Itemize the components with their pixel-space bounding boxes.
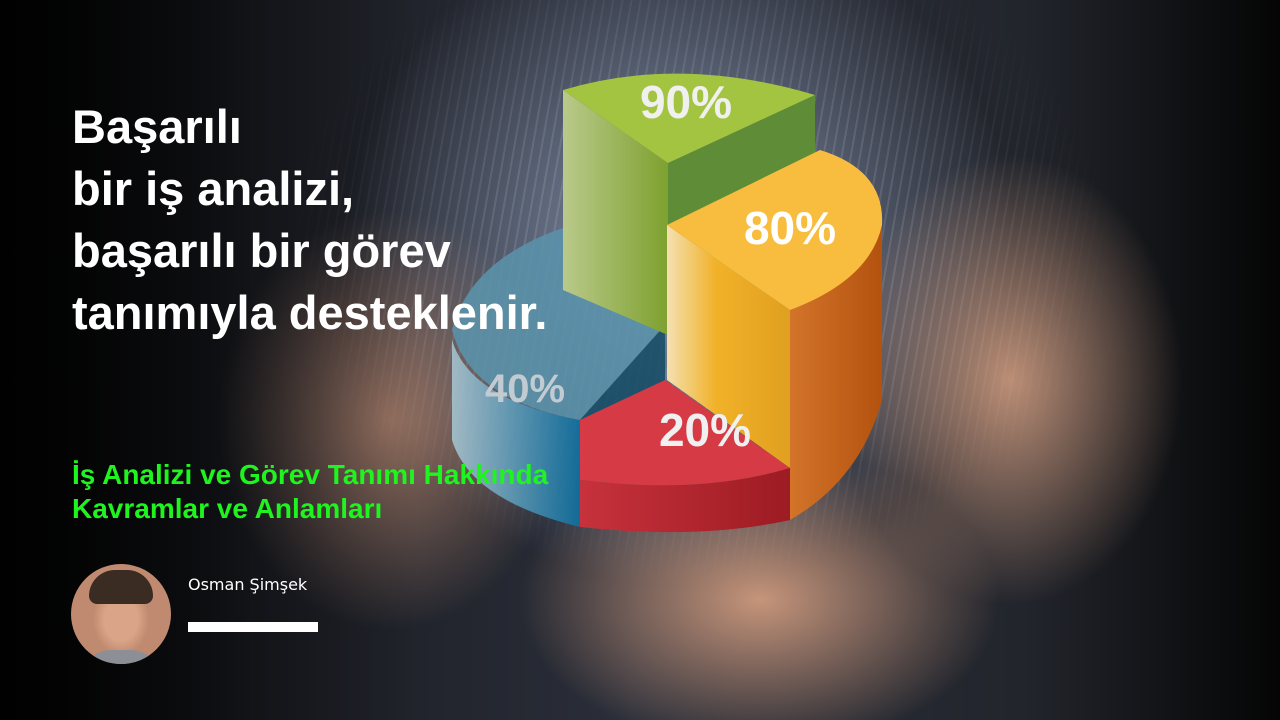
pie-label-blue: 40% bbox=[485, 367, 565, 411]
pie-slice-blue-side bbox=[452, 340, 580, 527]
author-avatar bbox=[71, 564, 171, 664]
headline-line: Başarılı bbox=[72, 100, 242, 153]
pie-slice-orange-top bbox=[667, 150, 883, 310]
left-shade bbox=[0, 0, 420, 720]
pie-slice-red-side bbox=[580, 468, 790, 533]
pie-slice-red-top bbox=[580, 380, 790, 486]
subtitle-line: İş Analizi ve Görev Tanımı Hakkında bbox=[72, 459, 549, 490]
author-name: Osman Şimşek bbox=[188, 575, 308, 594]
headline-line: bir iş analizi, bbox=[72, 162, 355, 215]
avatar-hair bbox=[89, 570, 153, 604]
pie-label-red: 20% bbox=[659, 404, 751, 456]
pie-label-orange: 80% bbox=[744, 202, 836, 254]
avatar-shirt bbox=[81, 650, 161, 664]
pie-label-green: 90% bbox=[640, 76, 732, 128]
headline: Başarılı bir iş analizi, başarılı bir gö… bbox=[72, 96, 547, 344]
pie-slice-orange-round bbox=[790, 215, 882, 520]
subtitle: İş Analizi ve Görev Tanımı Hakkında Kavr… bbox=[72, 458, 548, 526]
pie-slice-orange-front bbox=[667, 225, 790, 468]
headline-line: başarılı bir görev bbox=[72, 224, 451, 277]
pie-slice-green-top bbox=[563, 73, 815, 163]
subtitle-line: Kavramlar ve Anlamları bbox=[72, 493, 383, 524]
author-underline-bar bbox=[188, 622, 318, 632]
pie-slice-green-front bbox=[563, 90, 668, 335]
headline-line: tanımıyla desteklenir. bbox=[72, 286, 548, 339]
